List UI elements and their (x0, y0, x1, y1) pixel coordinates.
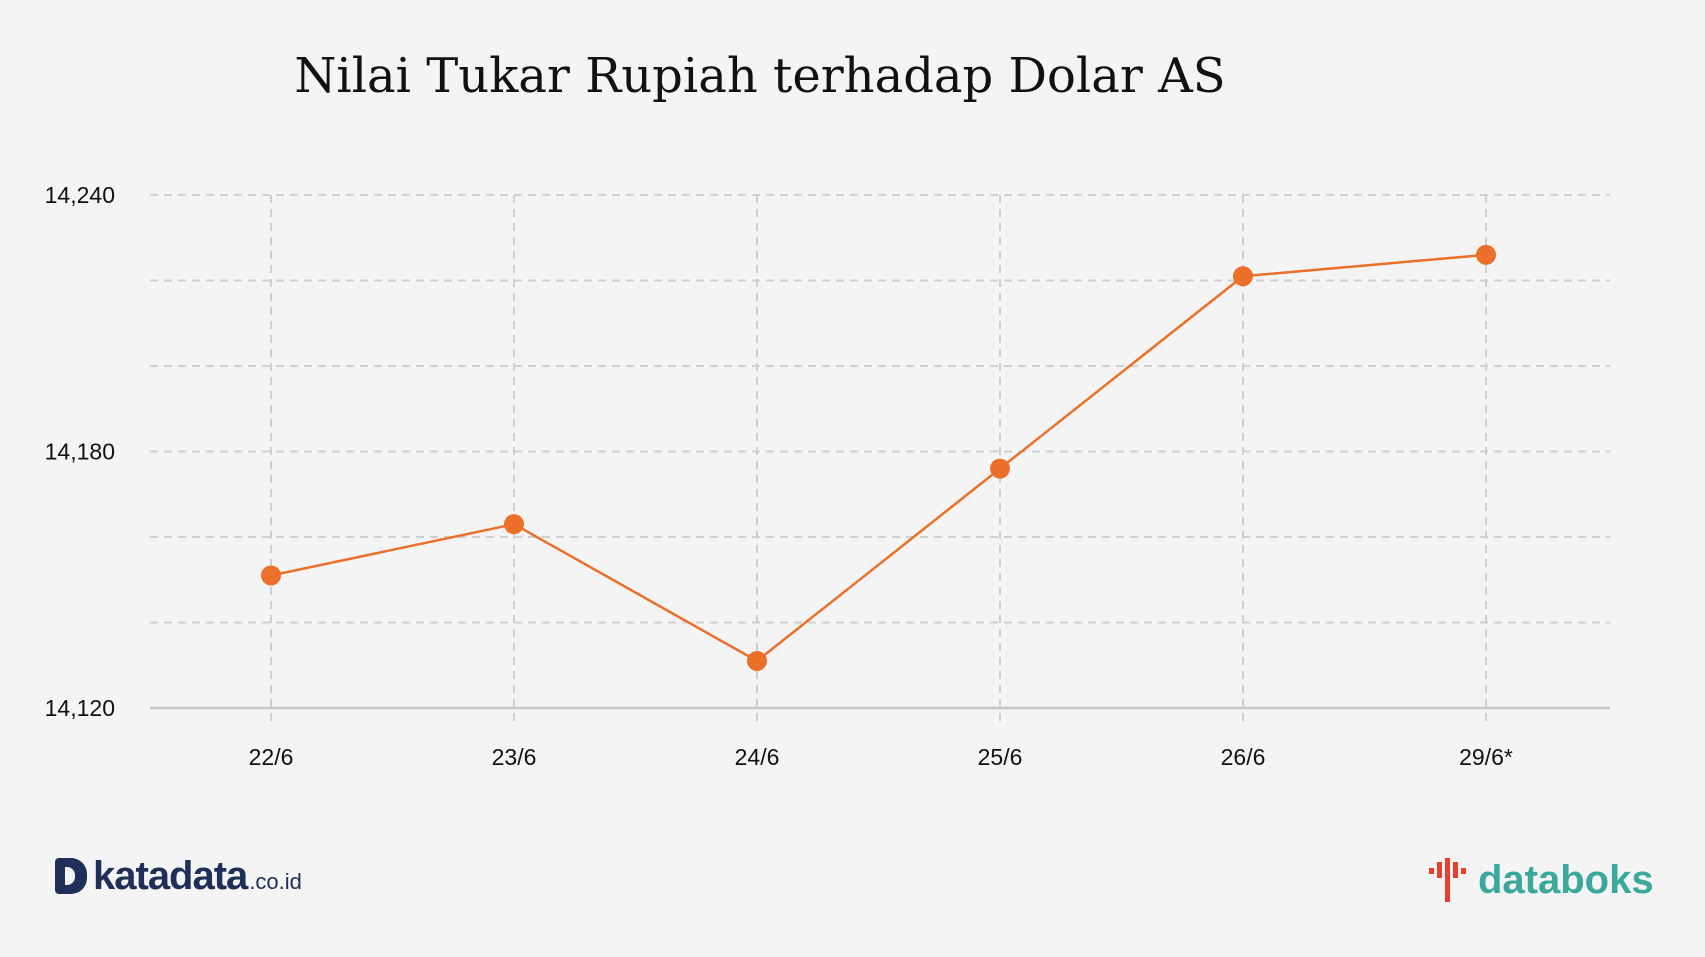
data-point (1476, 244, 1496, 265)
data-point (261, 565, 281, 586)
x-tick-label: 26/6 (1221, 744, 1266, 770)
chart-title: Nilai Tukar Rupiah terhadap Dolar AS (294, 48, 1226, 104)
x-tick-label: 25/6 (978, 744, 1023, 770)
data-point (747, 650, 767, 671)
katadata-logo-suffix: .co.id (249, 869, 302, 894)
databoks-logo-name: databoks (1478, 858, 1654, 902)
data-point (504, 514, 524, 535)
databoks-logo-icon (1429, 858, 1466, 902)
katadata-logo: katadata .co.id (55, 854, 302, 898)
series-line (270, 253, 1487, 663)
x-tick-label: 29/6* (1459, 744, 1513, 770)
katadata-logo-icon (55, 858, 87, 894)
grid-lines (150, 194, 1610, 723)
y-tick-labels: 14,120 14,180 14,240 (45, 182, 115, 721)
x-tick-label: 23/6 (492, 744, 537, 770)
data-point (990, 458, 1010, 479)
x-tick-label: 22/6 (249, 744, 294, 770)
databoks-logo: databoks (1428, 858, 1654, 902)
data-point (1233, 266, 1253, 287)
series-group (261, 244, 1496, 671)
x-tick-label: 24/6 (735, 744, 780, 770)
y-tick-label: 14,180 (45, 439, 115, 465)
y-tick-label: 14,240 (45, 182, 115, 208)
x-tick-labels: 22/6 23/6 24/6 25/6 26/6 29/6* (249, 744, 1513, 770)
katadata-logo-name: katadata (93, 854, 248, 898)
y-tick-label: 14,120 (45, 695, 115, 721)
